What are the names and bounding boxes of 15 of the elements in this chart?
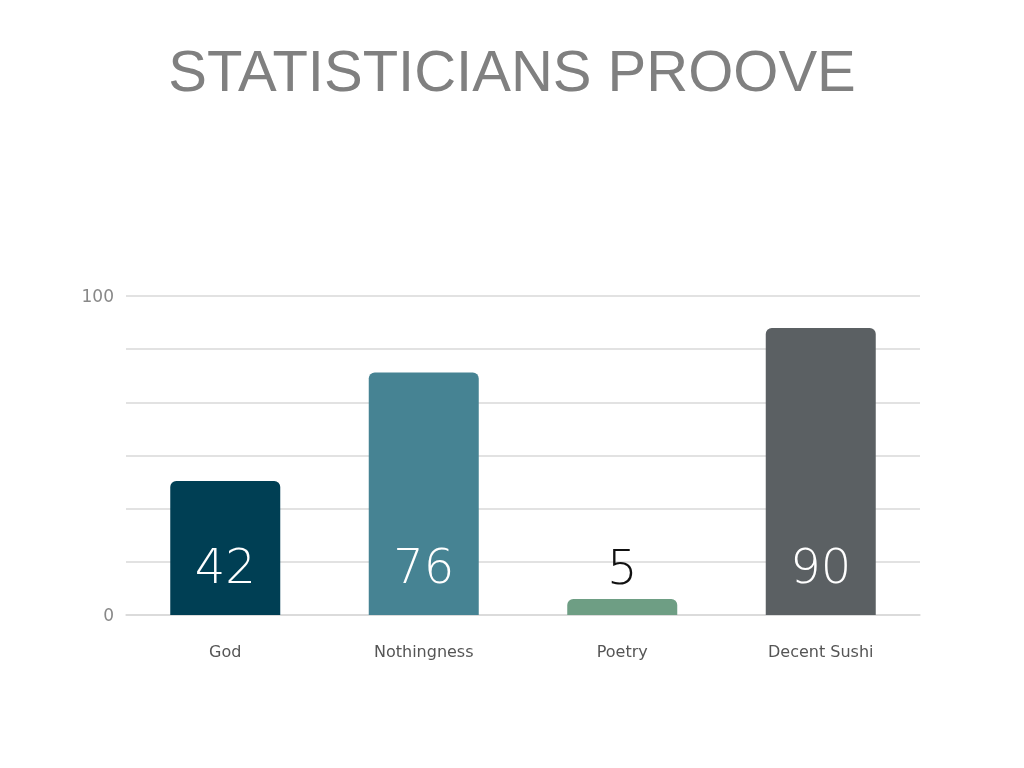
bar bbox=[765, 327, 876, 615]
x-tick-label: God bbox=[209, 641, 242, 661]
data-label: 42 bbox=[194, 538, 256, 594]
data-label: 76 bbox=[393, 538, 455, 594]
y-tick-label: 100 bbox=[81, 286, 114, 306]
bar bbox=[368, 372, 479, 615]
x-tick-label: Poetry bbox=[596, 641, 648, 661]
data-label: 90 bbox=[790, 538, 852, 594]
chart-title: STATISTICIANS PROOVE bbox=[168, 37, 856, 103]
x-tick-label: Decent Sushi bbox=[767, 641, 874, 661]
y-tick-label: 0 bbox=[103, 605, 114, 625]
bar bbox=[170, 481, 281, 615]
x-tick-label: Nothingness bbox=[373, 641, 474, 661]
data-label: 5 bbox=[606, 539, 638, 596]
bar bbox=[567, 599, 678, 615]
